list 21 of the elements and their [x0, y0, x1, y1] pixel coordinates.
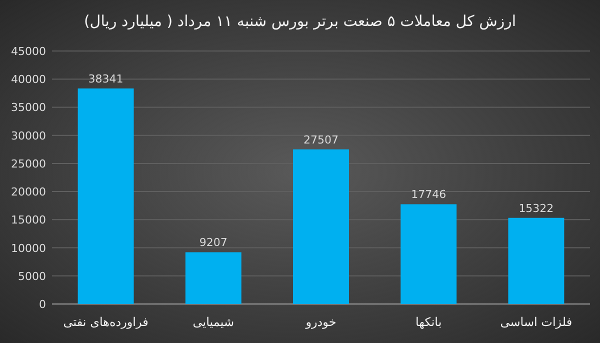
ytick: 5000 [18, 270, 46, 283]
title: ارزش کل معاملات ۵ صنعت برتر بورس شنبه ۱۱ مرداد ( میلیارد ریال) [84, 12, 516, 30]
ytick: 35000 [11, 101, 46, 114]
ytick: 30000 [11, 129, 46, 142]
data-label: 9207 [199, 236, 228, 250]
ytick: 45000 [11, 45, 46, 58]
ytick: 15000 [11, 214, 46, 227]
ytick: 40000 [11, 73, 46, 86]
xtick: بانکها [416, 315, 442, 329]
xtick: فراورده‌های نفتی [63, 315, 148, 329]
data-label: 17746 [411, 188, 446, 202]
data-label: 38341 [88, 72, 124, 86]
ytick: 25000 [11, 157, 46, 170]
data-label: 15322 [518, 202, 554, 215]
xtick: فلزات اساسی [500, 315, 572, 329]
data-label: 27507 [304, 133, 338, 146]
ytick: 0 [39, 298, 46, 311]
xtick: خودرو [306, 315, 336, 329]
ytick: 10000 [11, 242, 46, 255]
ytick: 20000 [11, 186, 46, 199]
xtick: شیمیایی [192, 315, 234, 329]
